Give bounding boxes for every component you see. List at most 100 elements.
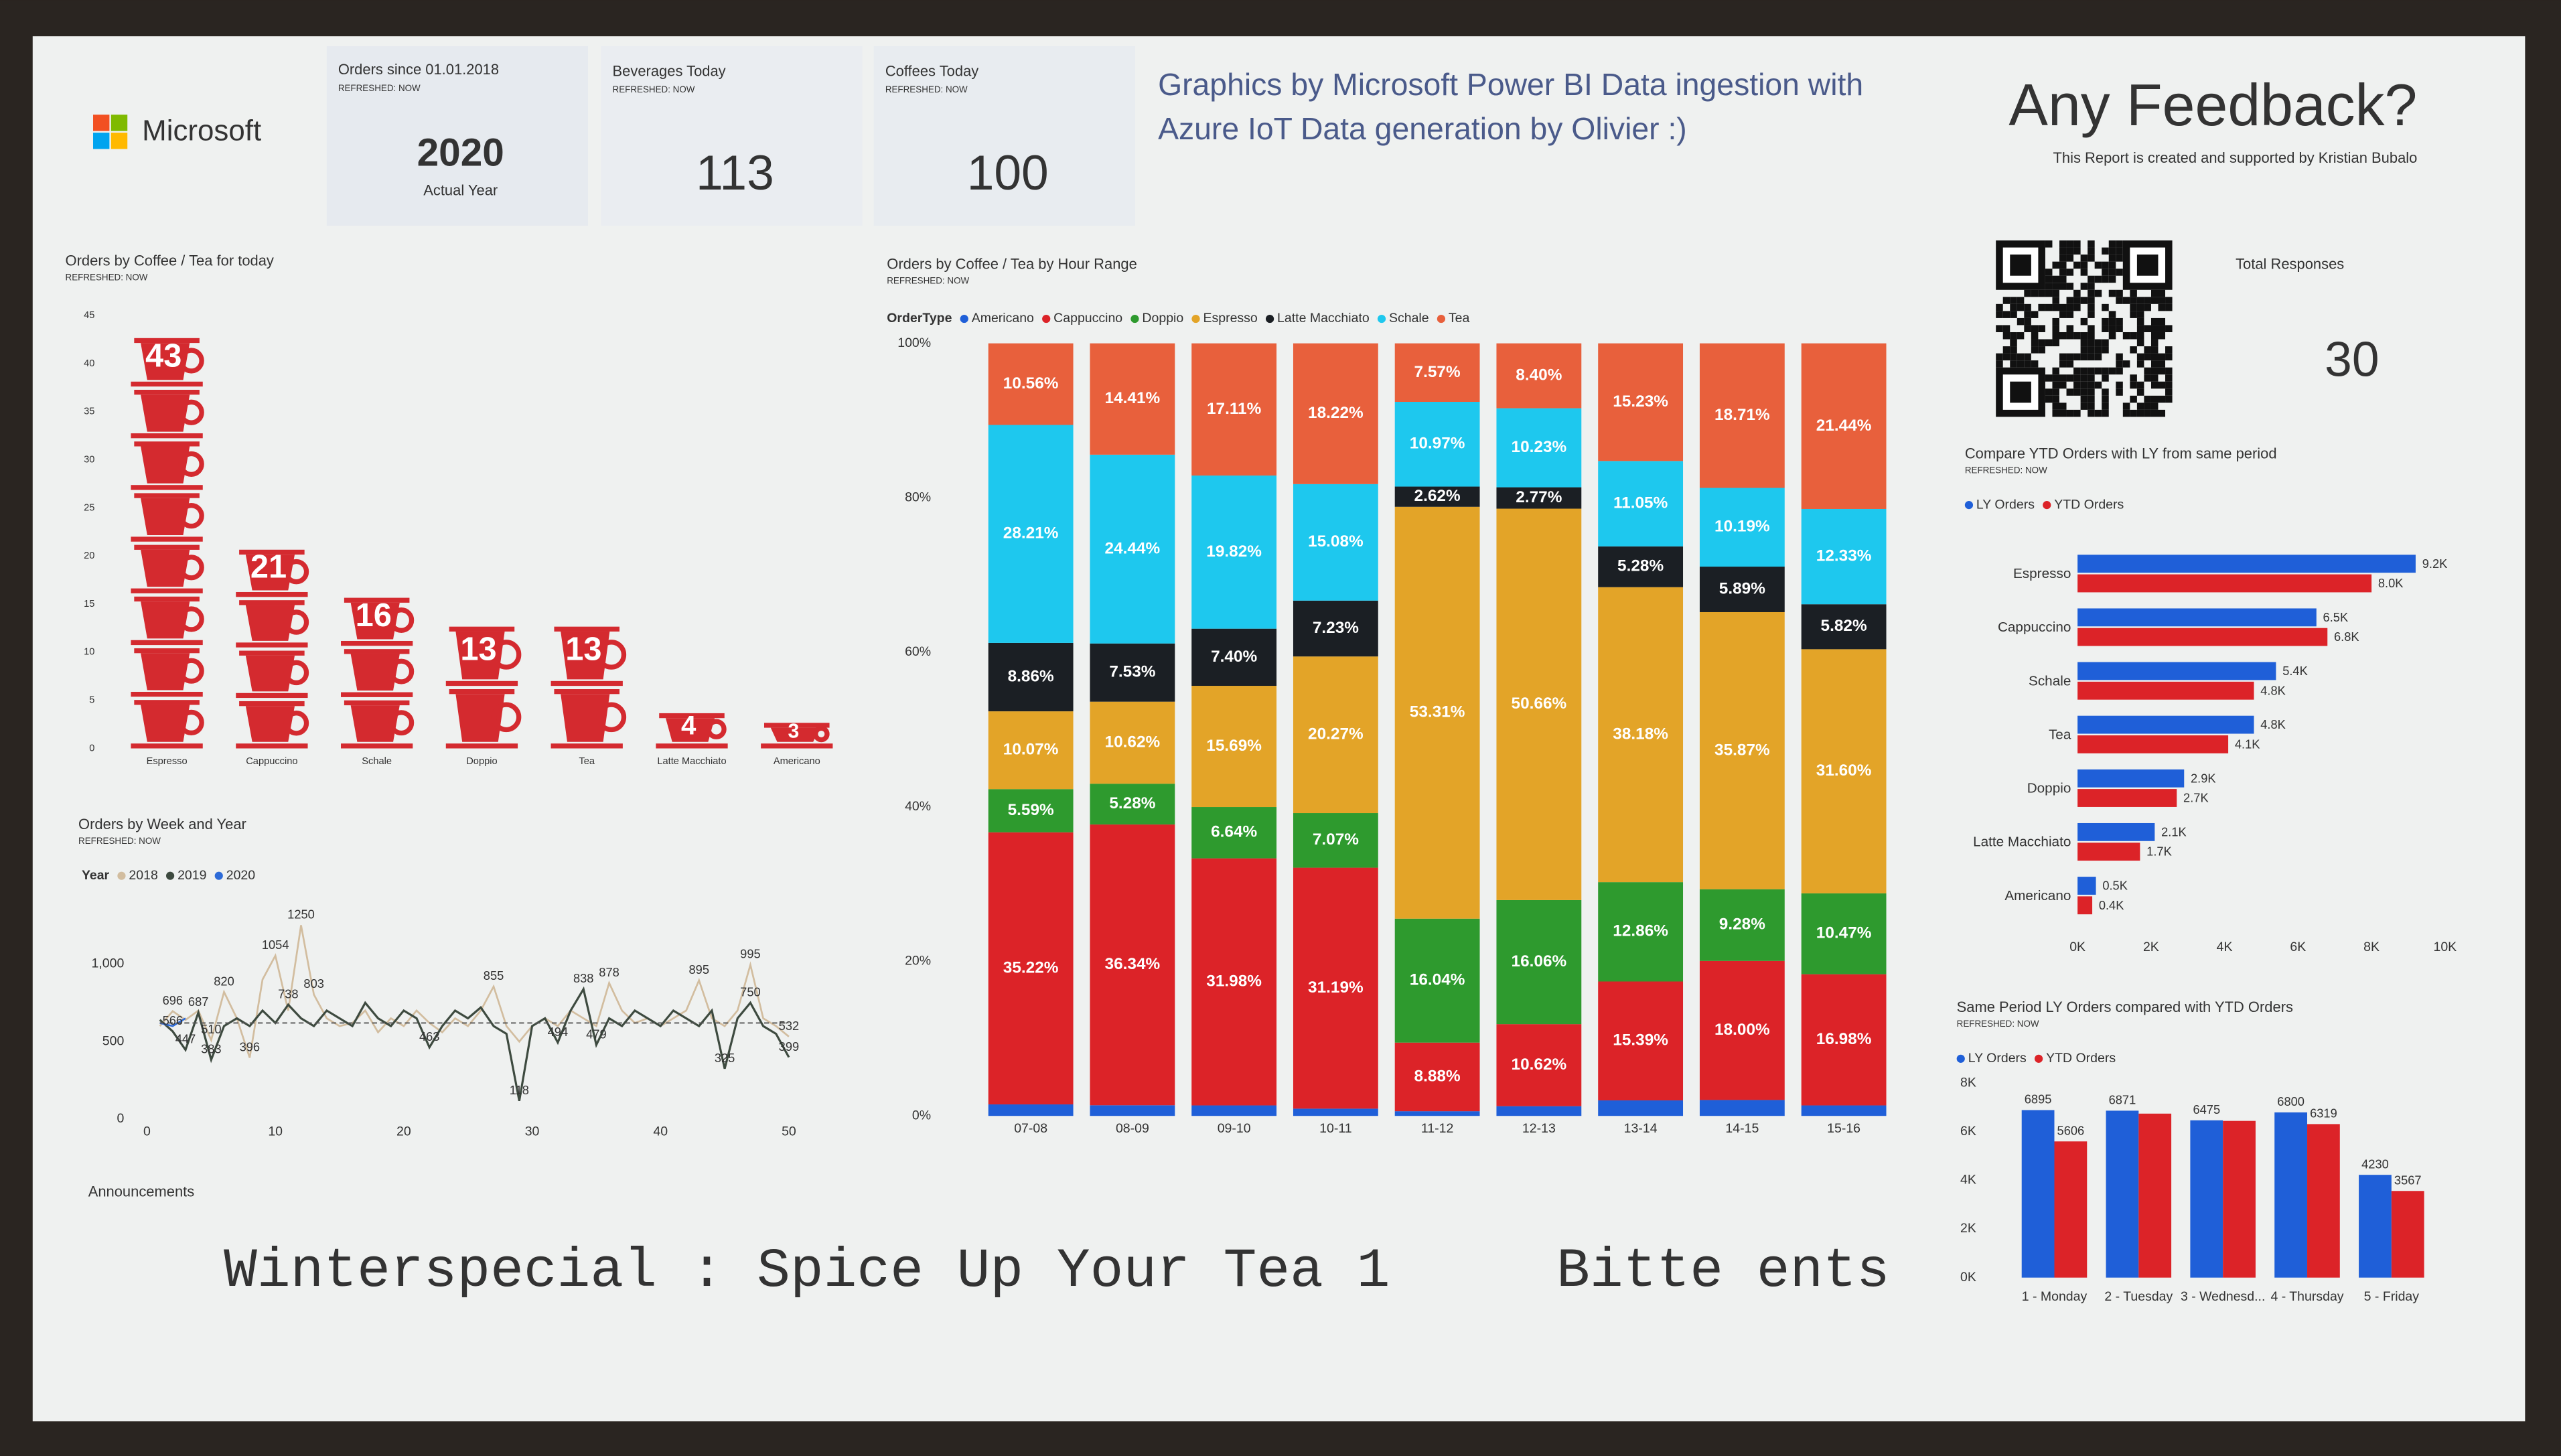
qr-cell [2150, 297, 2158, 304]
data-label: 18.22% [1308, 404, 1364, 422]
qr-cell [2130, 332, 2137, 340]
x-tick-label: Espresso [147, 756, 188, 767]
qr-cell [2102, 261, 2109, 269]
x-tick-label: 08-09 [1116, 1121, 1149, 1136]
cup-body [245, 655, 295, 692]
qr-cell [2165, 388, 2173, 396]
data-label: 2.1K [2161, 824, 2187, 839]
cup-rim [134, 493, 200, 498]
qr-cell [2130, 409, 2137, 417]
bar-segment [1293, 867, 1378, 1109]
qr-cell [2038, 303, 2045, 311]
data-label: 5.28% [1617, 557, 1664, 575]
qr-cell [2088, 311, 2095, 318]
data-label: 31.19% [1308, 978, 1364, 997]
bar-segment [1191, 343, 1277, 476]
qr-cell [1996, 325, 2003, 332]
cup-body [141, 394, 190, 432]
data-label: 463 [419, 1029, 440, 1043]
qr-cell [2094, 353, 2102, 361]
bar-segment [1496, 487, 1582, 509]
data-label: 118 [510, 1083, 529, 1097]
qr-cell [2150, 381, 2158, 389]
data-label: 35.87% [1714, 741, 1770, 759]
data-label: 6475 [2193, 1102, 2220, 1116]
x-tick-label: Latte Macchiato [657, 756, 726, 767]
bar [2359, 1175, 2392, 1278]
qr-cell [2094, 381, 2102, 389]
data-label: 6871 [2109, 1093, 2136, 1107]
cup-body [245, 605, 295, 641]
bar [2077, 843, 2140, 861]
data-label: 895 [688, 962, 709, 976]
legend-title: Year [82, 868, 110, 883]
qr-cell [2010, 360, 2017, 368]
bar-segment [1090, 701, 1175, 784]
data-label: 10.23% [1512, 438, 1567, 456]
data-label: 5606 [2057, 1123, 2085, 1137]
qr-cell [2059, 332, 2067, 340]
data-label: 687 [188, 995, 209, 1009]
qr-cell [2059, 374, 2067, 382]
legend-swatch [1265, 314, 1274, 323]
x-tick-label: 0 [143, 1124, 151, 1139]
y-tick-label: 35 [84, 407, 94, 417]
bar-segment [1293, 600, 1378, 657]
qr-cell [2031, 289, 2039, 297]
series-line [159, 986, 790, 1102]
y-tick-label: 1,000 [92, 956, 125, 971]
chart-title: Compare YTD Orders with LY from same per… [1965, 445, 2277, 461]
cup-saucer [341, 640, 413, 646]
x-tick-label: 1 - Monday [2022, 1289, 2088, 1304]
qr-cell [2066, 311, 2074, 318]
cup-handle [706, 719, 727, 739]
qr-cell [2165, 325, 2173, 332]
qr-cell [2059, 269, 2067, 276]
qr-cell [2102, 395, 2109, 403]
data-label: 5.82% [1821, 617, 1867, 635]
qr-cell [2088, 395, 2095, 403]
chart-subtitle: REFRESHED: NOW [66, 273, 148, 283]
qr-cell [2102, 269, 2109, 276]
legend-swatch [1130, 314, 1139, 323]
qr-cell [2031, 311, 2039, 318]
qr-cell [2052, 388, 2060, 396]
bar-segment [1801, 893, 1887, 974]
qr-cell [2108, 247, 2116, 255]
legend-label: Americano [972, 311, 1034, 325]
data-label: 10.07% [1003, 741, 1059, 759]
data-label: 7.07% [1313, 830, 1359, 849]
credits-line: Graphics by Microsoft Power BI Data inge… [1158, 67, 1863, 102]
y-tick-label: Latte Macchiato [1973, 834, 2071, 850]
data-label: 7.40% [1211, 648, 1257, 666]
bar-segment [1394, 918, 1480, 1043]
kpi-subtitle: REFRESHED: NOW [613, 84, 695, 94]
cup-rim [134, 441, 200, 447]
cup-handle [388, 607, 415, 633]
x-tick-label: 15-16 [1827, 1121, 1860, 1136]
data-label: 383 [201, 1042, 222, 1056]
qr-cell [2080, 339, 2088, 347]
data-label: 36.34% [1105, 955, 1161, 973]
data-label: 510 [201, 1022, 222, 1036]
cup-body [770, 727, 820, 742]
kpi-card [873, 46, 1135, 226]
cup-saucer [551, 743, 623, 749]
cup-rim [554, 626, 619, 632]
data-label: 10.62% [1512, 1055, 1567, 1074]
qr-cell [2073, 353, 2081, 361]
logo-text: Microsoft [142, 115, 261, 147]
y-tick-label: Cappuccino [1998, 620, 2071, 635]
legend-swatch [1437, 314, 1446, 323]
y-tick-label: 40% [905, 799, 931, 814]
qr-cell [1996, 311, 2003, 318]
kpi-caption: Actual Year [423, 182, 498, 199]
bar-segment [1394, 1111, 1480, 1116]
cup-body [141, 601, 190, 639]
qr-cell [2080, 261, 2088, 269]
qr-cell [2059, 240, 2067, 248]
qr-cell [2102, 374, 2109, 382]
cup-saucer [551, 680, 623, 686]
qr-cell [2088, 346, 2095, 354]
y-tick-label: Americano [2004, 888, 2071, 903]
